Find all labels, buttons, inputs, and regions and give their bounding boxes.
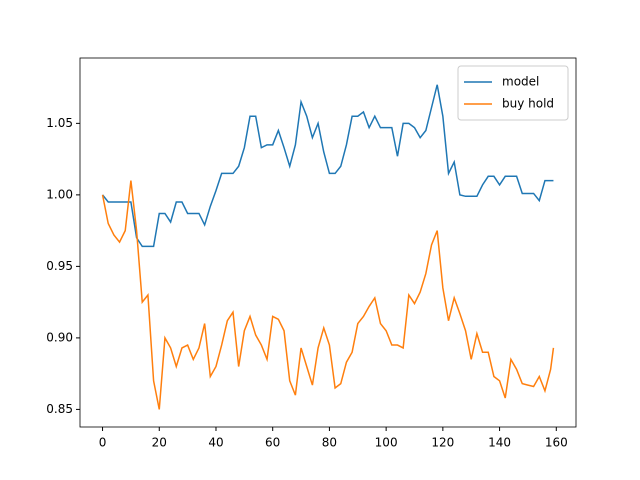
x-tick-label: 160: [545, 436, 568, 450]
x-tick-label: 140: [488, 436, 511, 450]
y-tick-label: 0.85: [46, 402, 73, 416]
legend-label: buy hold: [502, 97, 554, 111]
y-tick-label: 1.05: [46, 116, 73, 130]
plot-frame: [79, 57, 577, 428]
x-tick-label: 100: [375, 436, 398, 450]
legend-box: [457, 65, 569, 121]
series-line: [101, 180, 555, 410]
x-tick-label: 40: [208, 436, 223, 450]
x-tick-label: 20: [152, 436, 167, 450]
y-tick-label: 0.90: [46, 330, 73, 344]
x-tick-label: 80: [322, 436, 337, 450]
series-line: [101, 84, 554, 248]
y-tick-label: 0.95: [46, 259, 73, 273]
y-tick-label: 1.00: [46, 187, 73, 201]
x-tick-label: 120: [431, 436, 454, 450]
x-tick-label: 60: [265, 436, 280, 450]
legend-label: model: [502, 75, 539, 89]
x-tick-label: 0: [99, 436, 107, 450]
